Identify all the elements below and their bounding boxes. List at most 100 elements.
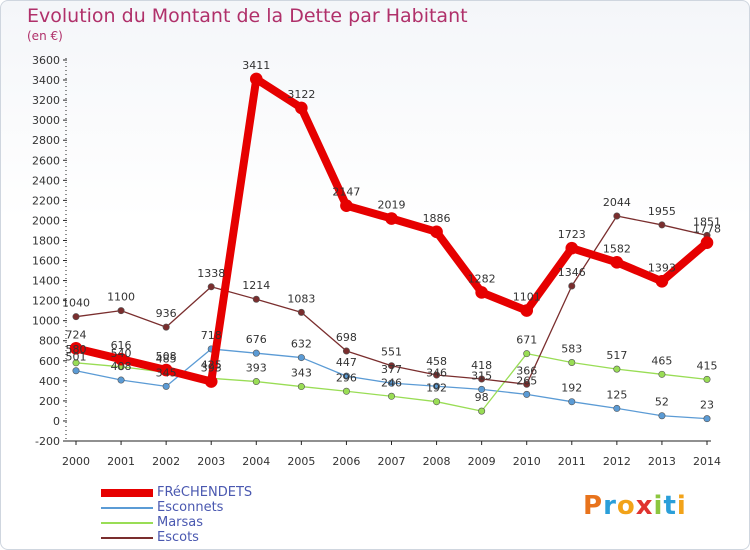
data-point — [523, 350, 531, 358]
data-point — [342, 372, 350, 380]
y-tick-label: 0 — [53, 415, 60, 428]
proxiti-logo: Proxiti — [583, 491, 687, 521]
legend-swatch — [101, 506, 153, 509]
y-tick-label: 1600 — [32, 255, 60, 268]
data-point — [387, 362, 395, 370]
x-tick-label: 2012 — [603, 455, 631, 468]
legend-swatch — [101, 536, 153, 539]
data-point — [703, 415, 711, 423]
data-label: 296 — [336, 371, 357, 384]
data-point — [478, 375, 486, 383]
x-tick-label: 2008 — [423, 455, 451, 468]
data-label: 1955 — [648, 205, 676, 218]
data-point — [295, 101, 308, 115]
data-point — [700, 236, 714, 249]
data-point — [568, 398, 576, 406]
data-point — [658, 412, 666, 420]
data-label: 377 — [381, 363, 402, 376]
legend-label: FRéCHENDETS — [157, 485, 253, 500]
data-point — [340, 199, 353, 212]
x-tick-label: 2007 — [378, 455, 406, 468]
data-label: 2147 — [332, 186, 360, 199]
data-label: 1393 — [648, 261, 676, 274]
data-label: 345 — [156, 366, 177, 379]
data-label: 580 — [66, 343, 87, 356]
y-tick-label: 800 — [39, 335, 60, 348]
data-point — [658, 221, 666, 229]
data-label: 1214 — [242, 279, 270, 292]
data-label: 1338 — [197, 267, 225, 280]
legend-label: Marsas — [157, 515, 204, 530]
data-point — [297, 308, 305, 316]
logo-letter: P — [583, 491, 604, 521]
data-point — [610, 256, 624, 269]
data-label: 265 — [516, 374, 537, 387]
logo-letter: t — [663, 491, 677, 521]
data-label: 125 — [606, 388, 627, 401]
x-tick-label: 2000 — [62, 455, 90, 468]
data-label: 465 — [651, 354, 672, 367]
data-label: 52 — [655, 396, 669, 409]
data-point — [162, 323, 170, 331]
data-point — [568, 282, 576, 290]
data-point — [297, 383, 305, 391]
data-point — [523, 380, 531, 388]
data-label: 632 — [291, 338, 312, 351]
data-label: 98 — [475, 391, 489, 404]
data-label: 1100 — [107, 291, 135, 304]
y-tick-label: 2000 — [32, 214, 60, 227]
data-label: 343 — [291, 367, 312, 380]
legend-label: Escots — [157, 530, 199, 545]
data-point — [385, 212, 398, 225]
data-point — [162, 382, 170, 390]
y-tick-label: 1800 — [32, 234, 60, 247]
legend-item: FRéCHENDETS — [101, 485, 252, 500]
data-point — [342, 387, 350, 395]
y-tick-label: 3200 — [32, 94, 60, 107]
y-tick-label: -200 — [35, 435, 60, 448]
x-tick-label: 2010 — [513, 455, 541, 468]
data-point — [252, 378, 260, 386]
data-label: 192 — [426, 382, 447, 395]
data-label: 501 — [66, 351, 87, 364]
series-line — [72, 74, 711, 386]
data-point — [523, 390, 531, 398]
data-label: 508 — [156, 350, 177, 363]
data-point — [117, 307, 125, 315]
data-point — [478, 385, 486, 393]
data-label: 3122 — [287, 88, 315, 101]
data-point — [252, 349, 260, 357]
y-tick-label: 2800 — [32, 134, 60, 147]
data-label: 485 — [156, 352, 177, 365]
logo-letter: x — [635, 491, 654, 521]
data-point — [475, 286, 488, 299]
chart-subtitle: (en €) — [27, 29, 63, 43]
data-label: 583 — [561, 342, 582, 355]
data-point — [703, 375, 711, 383]
data-point — [520, 304, 534, 317]
data-point — [114, 352, 128, 366]
y-tick-label: 3600 — [32, 54, 60, 67]
legend-swatch — [101, 521, 153, 524]
y-tick-label: 1400 — [32, 275, 60, 288]
data-point — [478, 407, 486, 415]
data-label: 1778 — [693, 223, 721, 236]
data-point — [565, 241, 579, 255]
x-tick-label: 2013 — [648, 455, 676, 468]
data-point — [658, 370, 666, 378]
y-tick-label: 2200 — [32, 194, 60, 207]
data-label: 1851 — [693, 215, 721, 228]
logo-letter: r — [603, 491, 617, 521]
logo-letter: i — [653, 491, 664, 521]
x-tick-label: 2005 — [287, 455, 315, 468]
data-label: 393 — [201, 362, 222, 375]
data-label: 447 — [336, 356, 357, 369]
data-label: 671 — [516, 334, 537, 347]
chart-title: Evolution du Montant de la Dette par Hab… — [27, 5, 468, 27]
data-label: 1083 — [287, 292, 315, 305]
chart-legend: FRéCHENDETS Esconnets Marsas Escots — [101, 485, 252, 545]
data-label: 393 — [246, 362, 267, 375]
logo-letter: i — [676, 491, 687, 521]
